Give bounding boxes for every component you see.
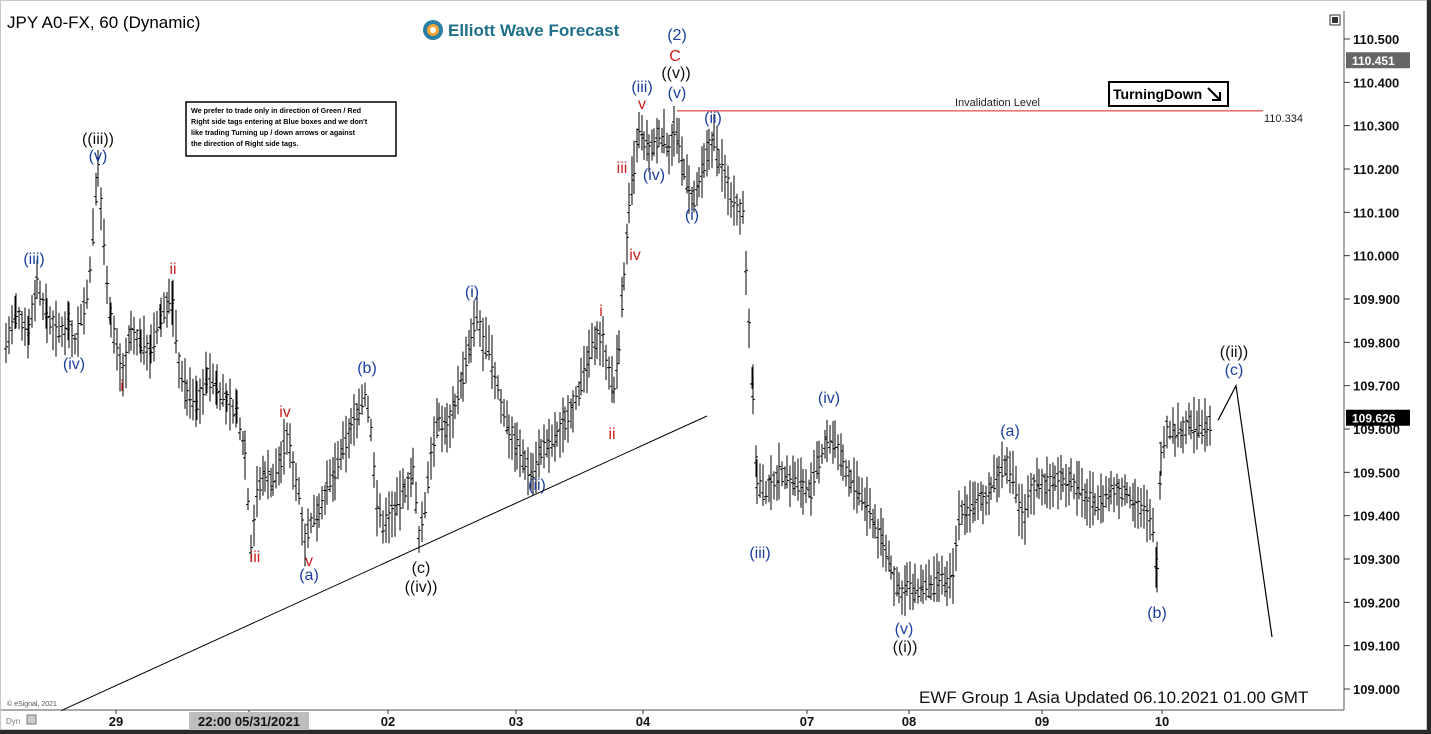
wave-label: (c) <box>412 560 431 577</box>
wave-label: iv <box>629 247 641 264</box>
wave-label: (a) <box>299 567 319 584</box>
wave-label: ((iii)) <box>82 131 114 148</box>
turning-down-tag: TurningDown <box>1108 81 1229 107</box>
invalidation-label: Invalidation Level <box>955 97 1040 109</box>
wave-label: iii <box>617 160 628 177</box>
restore-window-icon[interactable] <box>1329 14 1341 26</box>
x-axis-ticks: 29 22:00 05/31/2021 02 03 04 07 08 09 10 <box>109 710 1169 729</box>
x-tick-label: 02 <box>381 714 395 729</box>
copyright: © eSignal, 2021 <box>7 700 57 708</box>
wave-label: (iii) <box>23 251 44 268</box>
wave-label: (i) <box>685 207 699 224</box>
wave-label: i <box>120 378 124 395</box>
y-tick-label: 109.400 <box>1353 509 1400 524</box>
brand-logo: Elliott Wave Forecast <box>423 20 620 40</box>
trendline <box>60 415 708 712</box>
wave-label: (c) <box>1225 362 1244 379</box>
brand-name: Elliott Wave Forecast <box>448 21 620 40</box>
x-tick-label: 04 <box>636 714 651 729</box>
x-tick-label: 03 <box>509 714 523 729</box>
current-price-label: 110.451 <box>1352 54 1395 68</box>
wave-label: (v) <box>668 85 687 102</box>
y-tick-label: 110.400 <box>1353 75 1399 90</box>
wave-label: ((iv)) <box>405 579 438 596</box>
wave-label: (ii) <box>704 110 722 127</box>
wave-label: (iv) <box>818 390 840 407</box>
x-tick-label: 22:00 05/31/2021 <box>198 714 300 729</box>
price-bars <box>4 106 1212 616</box>
wave-label: iv <box>279 404 291 421</box>
wave-label: ((i)) <box>893 639 918 656</box>
wave-label: iii <box>250 549 261 566</box>
y-tick-label: 109.800 <box>1353 335 1400 350</box>
wave-label: (v) <box>89 148 108 165</box>
x-tick-highlight <box>189 712 309 729</box>
wave-label: i <box>599 303 603 320</box>
y-axis-ticks: 110.500 110.400 110.300 110.200 110.100 110.0… <box>1344 32 1400 697</box>
y-tick-label: 110.000 <box>1353 249 1399 264</box>
y-tick-label: 109.100 <box>1353 639 1400 654</box>
wave-label: v <box>638 96 646 113</box>
dyn-toggle-icon[interactable] <box>26 714 37 725</box>
y-tick-label: 110.300 <box>1353 119 1399 134</box>
y-tick-label: 110.500 <box>1353 32 1399 47</box>
wave-label: (b) <box>1147 605 1167 622</box>
wave-label: ((v)) <box>661 65 690 82</box>
wave-label: (iv) <box>643 167 665 184</box>
y-tick-label: 109.900 <box>1353 292 1400 307</box>
wave-label: (ii) <box>528 477 546 494</box>
dyn-indicator[interactable]: Dyn <box>6 714 37 726</box>
y-tick-label: 109.700 <box>1353 379 1400 394</box>
y-tick-label: 109.600 <box>1353 422 1400 437</box>
note-line-1: We prefer to trade only in direction of … <box>191 106 361 115</box>
footer-update: EWF Group 1 Asia Updated 06.10.2021 01.0… <box>919 688 1308 707</box>
x-tick-label: 10 <box>1155 714 1169 729</box>
y-tick-label: 110.100 <box>1353 205 1399 220</box>
projection-path <box>1217 383 1273 638</box>
x-tick-label: 09 <box>1035 714 1049 729</box>
chart-title: JPY A0-FX, 60 (Dynamic) <box>7 13 200 32</box>
wave-label: (iii) <box>749 545 770 562</box>
y-tick-label: 109.000 <box>1353 682 1400 697</box>
note-line-4: the direction of Right side tags. <box>191 139 298 148</box>
wave-label: (a) <box>1000 423 1020 440</box>
x-tick-label: 07 <box>800 714 814 729</box>
note-line-2: Right side tags entering at Blue boxes a… <box>191 117 368 126</box>
dyn-label: Dyn <box>6 717 20 726</box>
x-tick-label: 08 <box>902 714 916 729</box>
last-price-label: 109.626 <box>1352 412 1396 426</box>
wave-label: ((ii)) <box>1220 344 1248 361</box>
wave-label: ii <box>608 426 615 443</box>
y-tick-label: 110.200 <box>1353 162 1399 177</box>
current-price-marker: 110.451 <box>1346 52 1410 69</box>
y-tick-label: 109.200 <box>1353 595 1400 610</box>
x-tick-label: 29 <box>109 714 123 729</box>
wave-label: (iv) <box>63 356 85 373</box>
wave-labels: (iii)((iii))(v)(iv)iiiiiiivv(a)(b)(c)((i… <box>23 27 1248 656</box>
wave-label: (iii) <box>631 79 652 96</box>
wave-label: (v) <box>895 621 914 638</box>
wave-label: (2) <box>667 27 687 44</box>
turning-down-label: TurningDown <box>1113 86 1202 102</box>
wave-label: (b) <box>357 360 377 377</box>
arrow-down-right-icon <box>1207 87 1221 101</box>
y-tick-label: 109.500 <box>1353 465 1400 480</box>
note-line-3: like trading Turning up / down arrows or… <box>191 128 356 137</box>
wave-label: ii <box>169 261 176 278</box>
y-tick-label: 109.300 <box>1353 552 1400 567</box>
wave-label: C <box>669 48 681 65</box>
invalidation-value: 110.334 <box>1264 113 1303 125</box>
trading-note: We prefer to trade only in direction of … <box>185 101 397 157</box>
wave-label: (i) <box>465 284 479 301</box>
last-price-marker: 109.626 <box>1346 409 1410 426</box>
wave-label: v <box>305 553 313 570</box>
